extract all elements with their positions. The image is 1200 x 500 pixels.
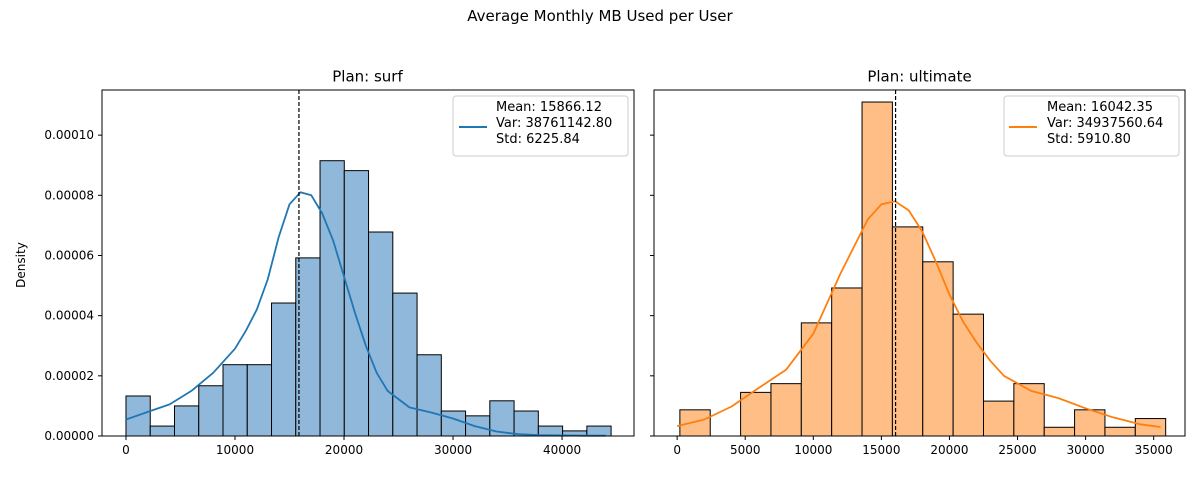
histogram-bar bbox=[343, 170, 370, 437]
x-tick-label: 30000 bbox=[434, 443, 472, 457]
x-tick-label: 40000 bbox=[543, 443, 581, 457]
x-tick-label: 20000 bbox=[930, 443, 968, 457]
histogram-bar bbox=[922, 261, 954, 437]
x-tick-label: 15000 bbox=[862, 443, 900, 457]
kde-line bbox=[125, 191, 606, 437]
legend-surf: Mean: 15866.12 Var: 38761142.80 Std: 622… bbox=[452, 95, 629, 157]
histogram-bar bbox=[416, 354, 442, 437]
legend-box bbox=[452, 95, 629, 157]
legend-std: Std: 5910.80 bbox=[1047, 132, 1131, 147]
axes-frame-ultimate bbox=[653, 89, 1186, 437]
histogram-bar bbox=[1104, 426, 1136, 437]
y-axis-label: Density bbox=[14, 242, 28, 288]
histogram-bar bbox=[513, 410, 539, 437]
x-tick-label: 10000 bbox=[794, 443, 832, 457]
histogram-bar bbox=[198, 385, 224, 437]
histogram-bar bbox=[770, 383, 802, 437]
histogram-bar bbox=[1043, 426, 1076, 437]
y-tick-label: 0.00000 bbox=[44, 429, 94, 443]
kde-line bbox=[676, 200, 1161, 428]
plot-frame bbox=[653, 89, 1186, 437]
panel-surf: Plan: surf Density 0 10000 20000 30000 40000… bbox=[14, 68, 635, 457]
y-ticks-surf: 0.00000 0.00002 0.00004 0.00006 0.00008 0.000… bbox=[44, 128, 102, 443]
y-tick-label: 0.00008 bbox=[44, 188, 94, 202]
histogram-bar bbox=[246, 364, 273, 437]
x-tick-label: 5000 bbox=[730, 443, 761, 457]
histogram-bar bbox=[800, 322, 833, 437]
histogram-bar bbox=[1013, 383, 1045, 437]
axes-frame-surf bbox=[101, 89, 635, 437]
histogram-bar bbox=[586, 425, 612, 437]
panel-title-surf: Plan: surf bbox=[332, 68, 403, 86]
legend-var: Var: 38761142.80 bbox=[496, 116, 612, 131]
legend-var: Var: 34937560.64 bbox=[1047, 116, 1163, 131]
panel-ultimate: Plan: ultimate 0 5000 10000 15000 20000 25000… bbox=[650, 68, 1186, 457]
x-tick-label: 20000 bbox=[325, 443, 363, 457]
legend-mean: Mean: 16042.35 bbox=[1047, 100, 1153, 115]
x-tick-label: 0 bbox=[673, 443, 681, 457]
histogram-bars-surf bbox=[125, 160, 612, 437]
panel-title-ultimate: Plan: ultimate bbox=[867, 68, 971, 86]
histogram-bar bbox=[368, 231, 394, 437]
x-ticks-surf: 0 10000 20000 30000 40000 bbox=[122, 436, 581, 457]
histogram-bar bbox=[861, 101, 893, 437]
histogram-bar bbox=[440, 410, 467, 437]
legend-ultimate: Mean: 16042.35 Var: 34937560.64 Std: 591… bbox=[1003, 95, 1180, 157]
x-tick-label: 35000 bbox=[1135, 443, 1173, 457]
x-tick-label: 25000 bbox=[998, 443, 1036, 457]
histogram-bar bbox=[740, 391, 772, 437]
x-tick-label: 30000 bbox=[1067, 443, 1105, 457]
kde-curve-ultimate bbox=[676, 200, 1161, 428]
histogram-bar bbox=[679, 409, 711, 437]
legend-std: Std: 6225.84 bbox=[496, 132, 580, 147]
x-ticks-ultimate: 0 5000 10000 15000 20000 25000 30000 35000 bbox=[673, 436, 1173, 457]
histogram-bar bbox=[831, 287, 863, 437]
histogram-bar bbox=[295, 257, 321, 437]
histogram-bar bbox=[392, 292, 418, 437]
histogram-bar bbox=[149, 425, 175, 437]
histogram-bar bbox=[271, 302, 297, 437]
histogram-bar bbox=[891, 226, 924, 437]
histogram-bar bbox=[952, 313, 984, 437]
x-tick-label: 10000 bbox=[216, 443, 254, 457]
x-tick-label: 0 bbox=[122, 443, 130, 457]
histogram-bar bbox=[319, 160, 345, 437]
y-tick-label: 0.00004 bbox=[44, 309, 94, 323]
y-ticks-ultimate bbox=[650, 134, 654, 437]
plot-frame bbox=[101, 89, 635, 437]
figure-suptitle: Average Monthly MB Used per User bbox=[467, 7, 733, 25]
histogram-bar bbox=[1134, 418, 1167, 437]
y-tick-label: 0.00002 bbox=[44, 369, 94, 383]
y-tick-label: 0.00010 bbox=[44, 128, 94, 142]
histogram-bar bbox=[173, 405, 200, 437]
histogram-bar bbox=[982, 400, 1015, 437]
legend-mean: Mean: 15866.12 bbox=[496, 100, 602, 115]
y-tick-label: 0.00006 bbox=[44, 248, 94, 262]
histogram-bar bbox=[222, 364, 248, 437]
kde-curve-surf bbox=[125, 191, 606, 437]
legend-box bbox=[1003, 95, 1180, 157]
